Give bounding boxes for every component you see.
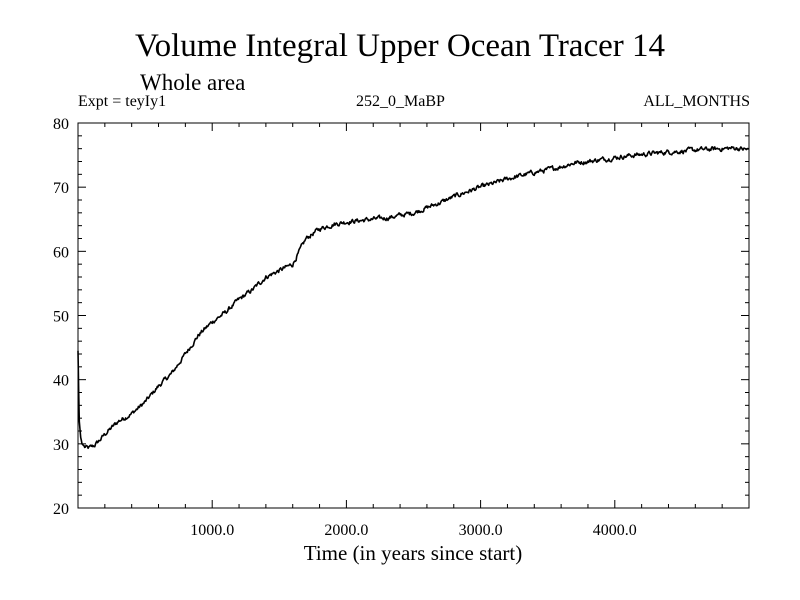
- series-line: [77, 146, 750, 450]
- x-axis-label: Time (in years since start): [304, 541, 523, 565]
- y-tick-label: 70: [53, 180, 69, 197]
- x-tick-label: 4000.0: [593, 522, 637, 539]
- y-tick-label: 80: [53, 116, 69, 133]
- x-tick-label: 1000.0: [190, 522, 234, 539]
- x-tick-label: 3000.0: [459, 522, 503, 539]
- x-tick-label: 2000.0: [324, 522, 368, 539]
- y-tick-label: 50: [53, 309, 69, 326]
- y-tick-label: 60: [53, 244, 69, 261]
- experiment-label: Expt = teyIy1: [78, 93, 167, 110]
- plot-frame: [77, 122, 750, 509]
- chart-subtitle: Whole area: [140, 70, 246, 95]
- y-tick-label: 40: [53, 373, 69, 390]
- period-label: 252_0_MaBP: [356, 93, 445, 110]
- axis-ticks: [78, 122, 749, 509]
- chart-title: Volume Integral Upper Ocean Tracer 14: [135, 28, 665, 64]
- y-tick-label: 30: [53, 437, 69, 454]
- axis-tick-labels: 1000.0 2000.0 3000.0 4000.0 20 30 40 50 60 70 80: [53, 116, 637, 539]
- months-label: ALL_MONTHS: [643, 93, 750, 110]
- y-tick-label: 20: [53, 501, 69, 518]
